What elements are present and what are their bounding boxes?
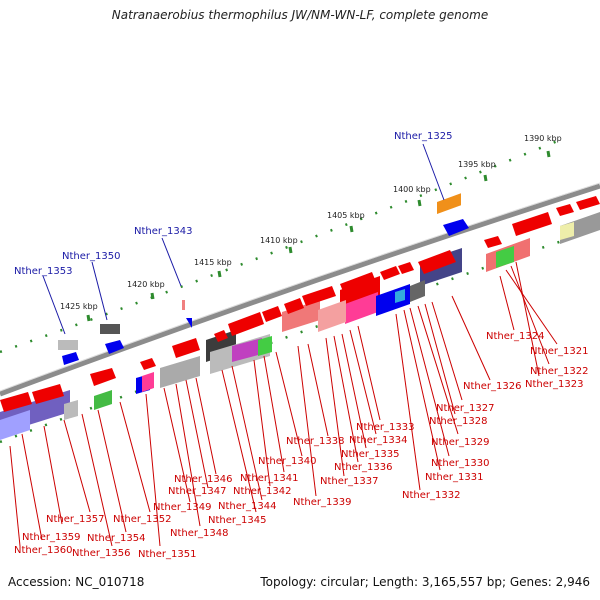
label-nther-1330: Nther_1330 [431,458,489,469]
topology-text: Topology: circular; Length: 3,165,557 bp… [260,575,590,589]
label-nther-1349: Nther_1349 [153,502,211,513]
outer-track [58,193,469,365]
genome-backbone [0,183,600,397]
scale-label-1425: 1425 kbp [60,302,98,311]
scale-label-1400: 1400 kbp [393,185,431,194]
scale-arc [0,138,561,354]
label-nther-1329: Nther_1329 [431,437,489,448]
label-nther-1348: Nther_1348 [170,528,228,539]
label-nther-1331: Nther_1331 [425,472,483,483]
genome-title: Natranaerobius thermophilus JW/NM-WN-LF,… [111,8,489,22]
label-nther-1333: Nther_1333 [356,422,414,433]
label-nther-1324: Nther_1324 [486,331,544,342]
label-nther-1332: Nther_1332 [402,490,460,501]
scale-label-1410: 1410 kbp [260,236,298,245]
gene-blue-outer [443,219,469,236]
label-nther-1325: Nther_1325 [394,131,452,142]
top-labels: Nther_1325 Nther_1343 Nther_1350 Nther_1… [14,131,452,277]
gene-blue-outer-2 [105,340,124,354]
forward-arrows [0,196,600,412]
label-nther-1345: Nther_1345 [208,515,266,526]
label-nther-1340: Nther_1340 [258,456,316,467]
scale-label-1395: 1395 kbp [458,160,496,169]
scale-label-1405: 1405 kbp [327,211,365,220]
label-nther-1353: Nther_1353 [14,266,72,277]
label-nther-1344: Nther_1344 [218,501,276,512]
gene-band [0,212,600,440]
accession-text: Accession: NC_010718 [8,575,145,589]
right-labels: Nther_1324 Nther_1321 Nther_1322 Nther_1… [402,331,588,501]
scale-major-ticks [86,150,551,322]
label-nther-1341: Nther_1341 [240,473,298,484]
label-leaders [9,143,558,547]
label-nther-1336: Nther_1336 [334,462,392,473]
label-nther-1328: Nther_1328 [429,416,487,427]
label-nther-1342: Nther_1342 [233,486,291,497]
label-nther-1321: Nther_1321 [530,346,588,357]
label-nther-1326: Nther_1326 [463,381,521,392]
scale-label-1390: 1390 kbp [524,134,562,143]
label-nther-1359: Nther_1359 [22,532,80,543]
label-nther-1347: Nther_1347 [168,486,226,497]
label-nther-1322: Nther_1322 [530,366,588,377]
scale-label-1415: 1415 kbp [194,258,232,267]
label-nther-1346: Nther_1346 [174,474,232,485]
label-nther-1339: Nther_1339 [293,497,351,508]
label-nther-1356: Nther_1356 [72,548,130,559]
label-nther-1343: Nther_1343 [134,226,192,237]
label-nther-1327: Nther_1327 [436,403,494,414]
label-nther-1338: Nther_1338 [286,436,344,447]
label-nther-1337: Nther_1337 [320,476,378,487]
bottom-labels: Nther_1333 Nther_1334 Nther_1335 Nther_1… [14,422,414,560]
label-nther-1352: Nther_1352 [113,514,171,525]
label-nther-1335: Nther_1335 [341,449,399,460]
label-nther-1357: Nther_1357 [46,514,104,525]
label-nther-1360: Nther_1360 [14,545,72,556]
label-nther-1351: Nther_1351 [138,549,196,560]
label-nther-1350: Nther_1350 [62,251,120,262]
gene-block-orange [437,193,461,214]
label-nther-1334: Nther_1334 [349,435,407,446]
label-nther-1323: Nther_1323 [525,379,583,390]
scale-label-1420: 1420 kbp [127,280,165,289]
scale-labels: 1390 kbp 1395 kbp 1400 kbp 1405 kbp 1410… [60,134,562,311]
label-nther-1354: Nther_1354 [87,533,145,544]
